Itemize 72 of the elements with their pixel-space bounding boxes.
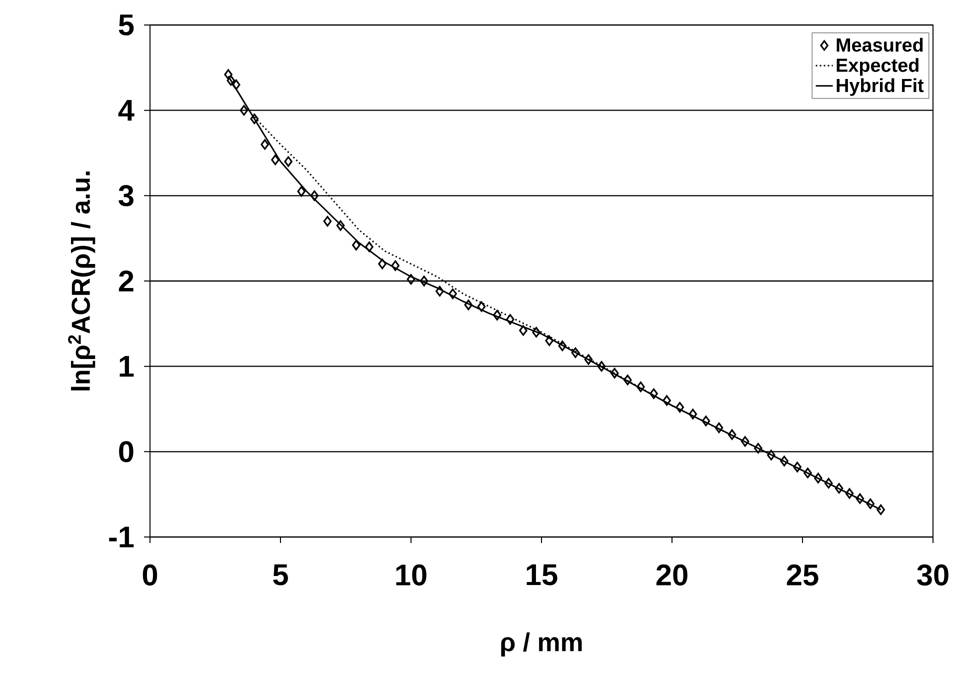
point — [224, 69, 232, 80]
point — [804, 468, 812, 478]
point — [728, 429, 736, 440]
point — [477, 301, 486, 312]
point — [352, 240, 360, 250]
point — [702, 416, 710, 426]
y-tick-label: 5 — [118, 14, 134, 36]
x-tick-label: 15 — [526, 564, 558, 586]
y-tick-label: 0 — [119, 441, 134, 462]
point — [260, 139, 270, 150]
x-tick-label: 0 — [142, 564, 158, 586]
point — [284, 156, 292, 167]
point — [676, 402, 684, 413]
point — [824, 478, 833, 489]
x-tick-label: 20 — [656, 564, 688, 586]
point — [584, 354, 593, 365]
y-tick-label: 2 — [118, 270, 134, 292]
y-tick-label: 1 — [120, 356, 134, 377]
point — [662, 395, 671, 406]
point — [336, 220, 345, 231]
point — [767, 450, 776, 460]
y-tick-label: -1 — [109, 526, 134, 548]
x-tick-label: 5 — [273, 564, 288, 586]
legend-label: Hybrid Fit — [836, 78, 924, 96]
point — [558, 340, 567, 352]
point — [876, 504, 885, 515]
point — [519, 325, 528, 336]
legend-label: Expected — [836, 58, 918, 76]
point — [845, 488, 854, 499]
point — [506, 314, 514, 325]
point — [406, 274, 416, 285]
point — [623, 374, 632, 386]
y-axis-title: ln[ρ$^{2}$ACR(ρ)] / a.u. — [68, 172, 96, 390]
point — [323, 216, 332, 227]
point — [378, 258, 386, 270]
x-tick-label: 10 — [396, 564, 426, 586]
point — [740, 436, 750, 447]
point — [714, 422, 724, 434]
point — [636, 382, 645, 392]
point — [250, 114, 259, 124]
point — [240, 105, 248, 116]
point — [232, 79, 240, 90]
x-tick-label: 25 — [786, 564, 818, 586]
point — [297, 186, 306, 197]
y-tick-label: 3 — [118, 185, 134, 206]
y-tick-label: 4 — [118, 100, 134, 121]
point — [448, 288, 457, 300]
point — [420, 276, 428, 286]
point — [365, 242, 374, 252]
point — [793, 462, 802, 472]
point — [856, 493, 864, 504]
point — [436, 286, 444, 297]
point — [391, 260, 400, 271]
point — [464, 300, 473, 310]
point — [545, 335, 554, 346]
point — [780, 456, 788, 466]
point — [492, 310, 502, 320]
point — [610, 368, 619, 378]
point — [834, 483, 844, 494]
point — [271, 154, 280, 166]
point — [688, 408, 698, 420]
point — [532, 326, 540, 338]
point — [597, 361, 606, 372]
point — [650, 388, 658, 399]
point — [310, 190, 319, 201]
point — [754, 442, 762, 454]
x-tick-label: 30 — [917, 564, 948, 586]
point — [814, 472, 822, 484]
point — [571, 347, 580, 358]
legend-label: Measured — [836, 38, 923, 52]
x-axis-title: ρ / mm — [501, 632, 582, 656]
point — [866, 498, 875, 510]
